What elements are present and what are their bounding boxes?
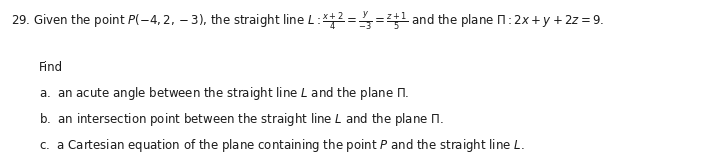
Text: 29. Given the point $P(-4,2,-3)$, the straight line $L:\frac{x+2}{4}=\frac{y}{-3: 29. Given the point $P(-4,2,-3)$, the st… <box>11 11 605 32</box>
Text: b.  an intersection point between the straight line $L$ and the plane $\Pi$.: b. an intersection point between the str… <box>39 111 443 128</box>
Text: Find: Find <box>39 61 63 74</box>
Text: a.  an acute angle between the straight line $L$ and the plane $\Pi$.: a. an acute angle between the straight l… <box>39 85 409 102</box>
Text: c.  a Cartesian equation of the plane containing the point $P$ and the straight : c. a Cartesian equation of the plane con… <box>39 137 524 152</box>
